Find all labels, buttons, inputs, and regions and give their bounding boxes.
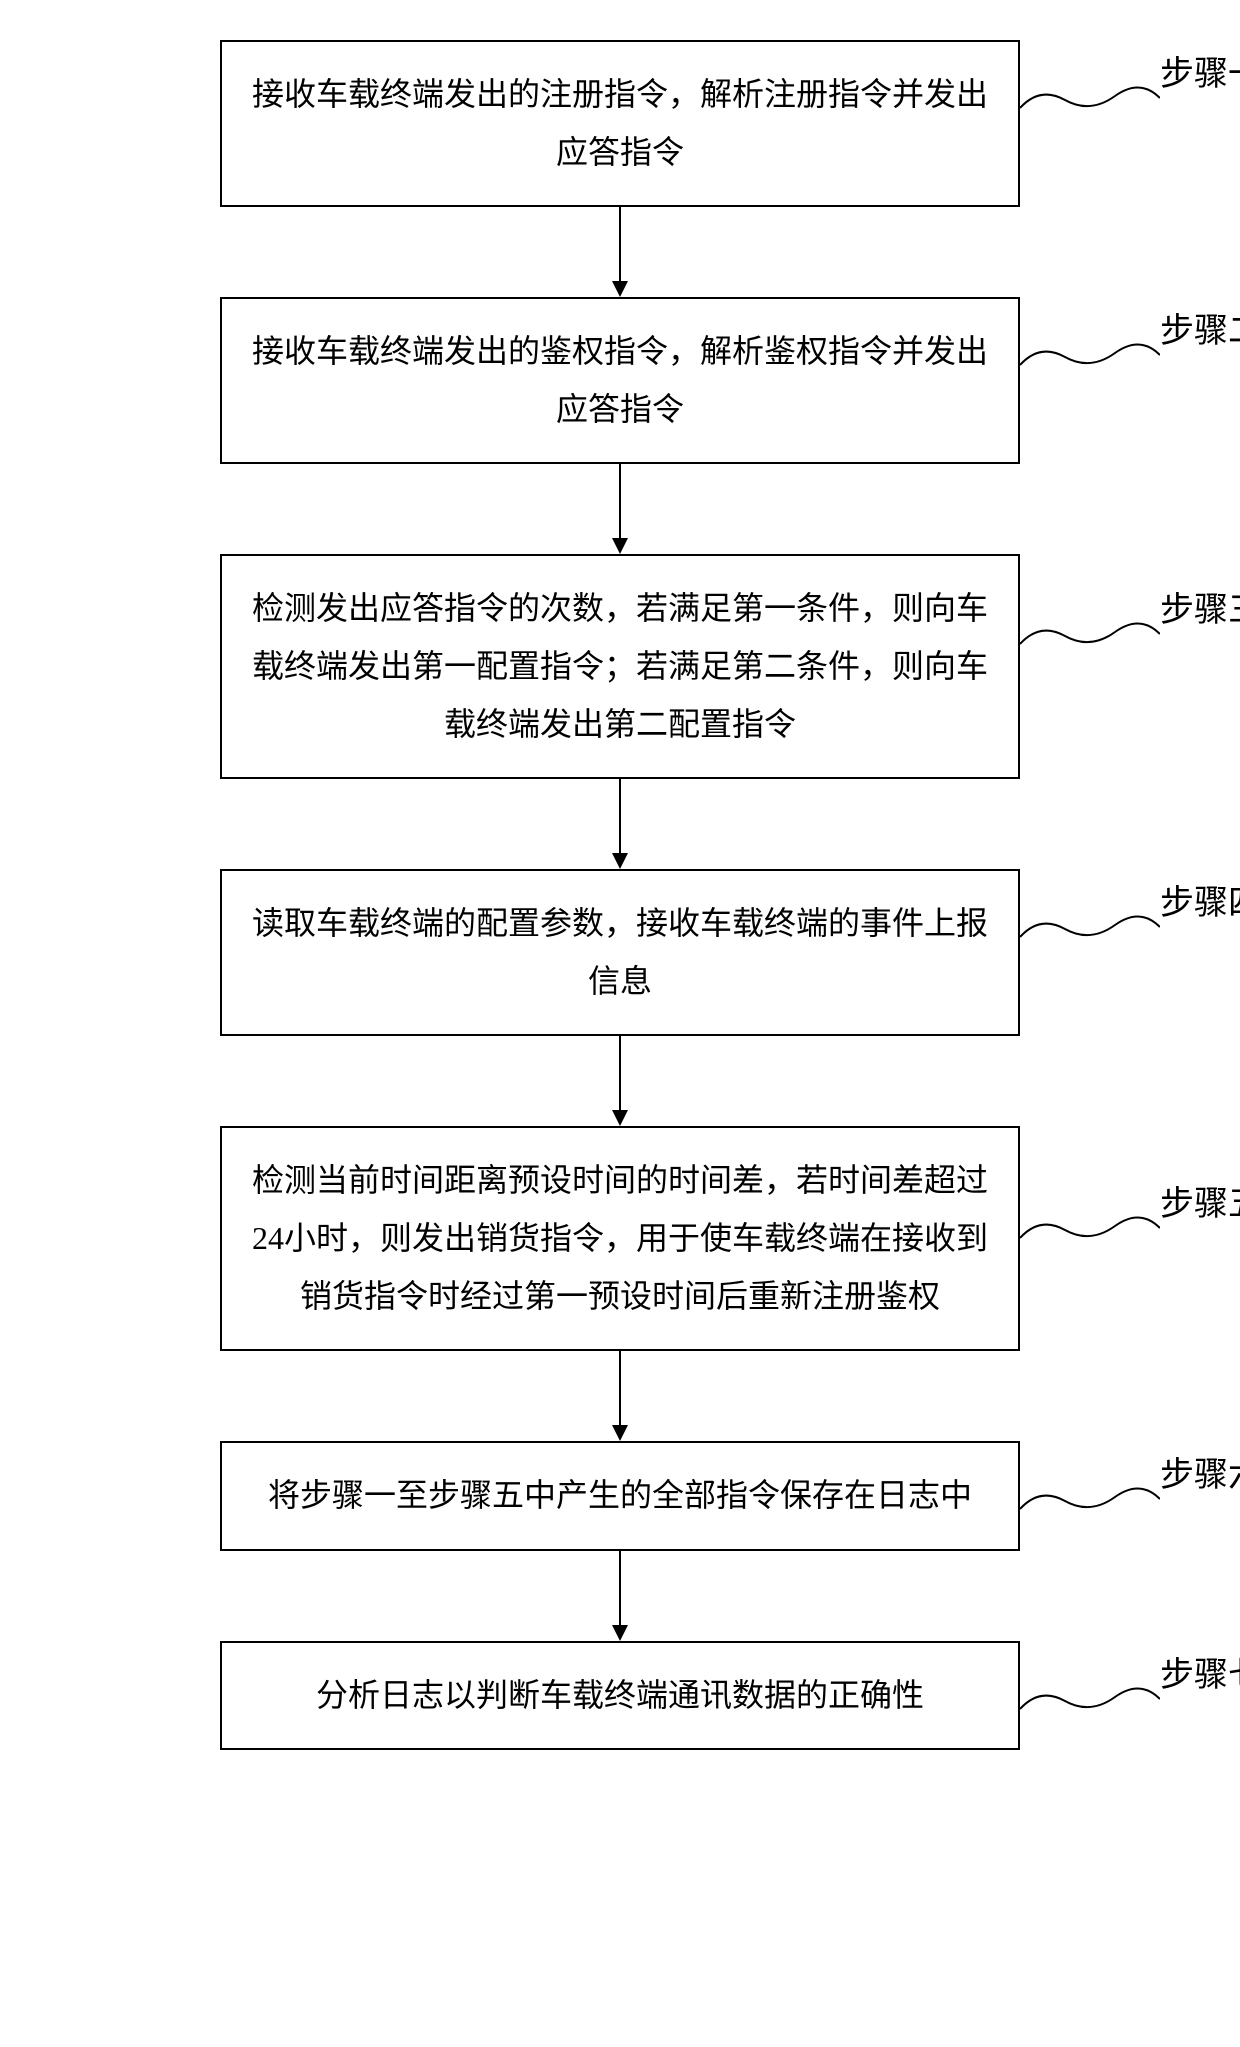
arrow-connector-3 bbox=[608, 779, 632, 869]
step-row-5: 检测当前时间距离预设时间的时间差，若时间差超过24小时，则发出销货指令，用于使车… bbox=[20, 1126, 1220, 1351]
flowchart-container: 接收车载终端发出的注册指令，解析注册指令并发出应答指令 步骤一 接收车载终端发出… bbox=[20, 40, 1220, 1750]
step-label-1: 步骤一 bbox=[1160, 46, 1240, 95]
wavy-connector-6 bbox=[1020, 1479, 1160, 1524]
step-row-4: 读取车载终端的配置参数，接收车载终端的事件上报信息 步骤四 bbox=[20, 869, 1220, 1036]
step-box-6: 将步骤一至步骤五中产生的全部指令保存在日志中 bbox=[220, 1441, 1020, 1551]
arrow-connector-5 bbox=[608, 1351, 632, 1441]
step-row-3: 检测发出应答指令的次数，若满足第一条件，则向车载终端发出第一配置指令；若满足第二… bbox=[20, 554, 1220, 779]
step-box-7: 分析日志以判断车载终端通讯数据的正确性 bbox=[220, 1641, 1020, 1751]
step-box-4: 读取车载终端的配置参数，接收车载终端的事件上报信息 bbox=[220, 869, 1020, 1036]
step-row-1: 接收车载终端发出的注册指令，解析注册指令并发出应答指令 步骤一 bbox=[20, 40, 1220, 207]
step-label-2: 步骤二 bbox=[1160, 303, 1240, 352]
step-label-3: 步骤三 bbox=[1160, 582, 1240, 631]
step-row-6: 将步骤一至步骤五中产生的全部指令保存在日志中 步骤六 bbox=[20, 1441, 1220, 1551]
step-row-2: 接收车载终端发出的鉴权指令，解析鉴权指令并发出应答指令 步骤二 bbox=[20, 297, 1220, 464]
step-label-5: 步骤五 bbox=[1160, 1176, 1240, 1225]
arrow-connector-2 bbox=[608, 464, 632, 554]
step-box-1: 接收车载终端发出的注册指令，解析注册指令并发出应答指令 bbox=[220, 40, 1020, 207]
step-box-2: 接收车载终端发出的鉴权指令，解析鉴权指令并发出应答指令 bbox=[220, 297, 1020, 464]
step-label-7: 步骤七 bbox=[1160, 1647, 1240, 1696]
wavy-connector-2 bbox=[1020, 335, 1160, 380]
step-box-3: 检测发出应答指令的次数，若满足第一条件，则向车载终端发出第一配置指令；若满足第二… bbox=[220, 554, 1020, 779]
wavy-connector-5 bbox=[1020, 1208, 1160, 1253]
arrow-connector-1 bbox=[608, 207, 632, 297]
wavy-connector-4 bbox=[1020, 907, 1160, 952]
step-label-4: 步骤四 bbox=[1160, 875, 1240, 924]
wavy-connector-3 bbox=[1020, 614, 1160, 659]
arrow-connector-4 bbox=[608, 1036, 632, 1126]
step-box-5: 检测当前时间距离预设时间的时间差，若时间差超过24小时，则发出销货指令，用于使车… bbox=[220, 1126, 1020, 1351]
arrow-connector-6 bbox=[608, 1551, 632, 1641]
wavy-connector-1 bbox=[1020, 78, 1160, 123]
wavy-connector-7 bbox=[1020, 1679, 1160, 1724]
step-row-7: 分析日志以判断车载终端通讯数据的正确性 步骤七 bbox=[20, 1641, 1220, 1751]
step-label-6: 步骤六 bbox=[1160, 1447, 1240, 1496]
